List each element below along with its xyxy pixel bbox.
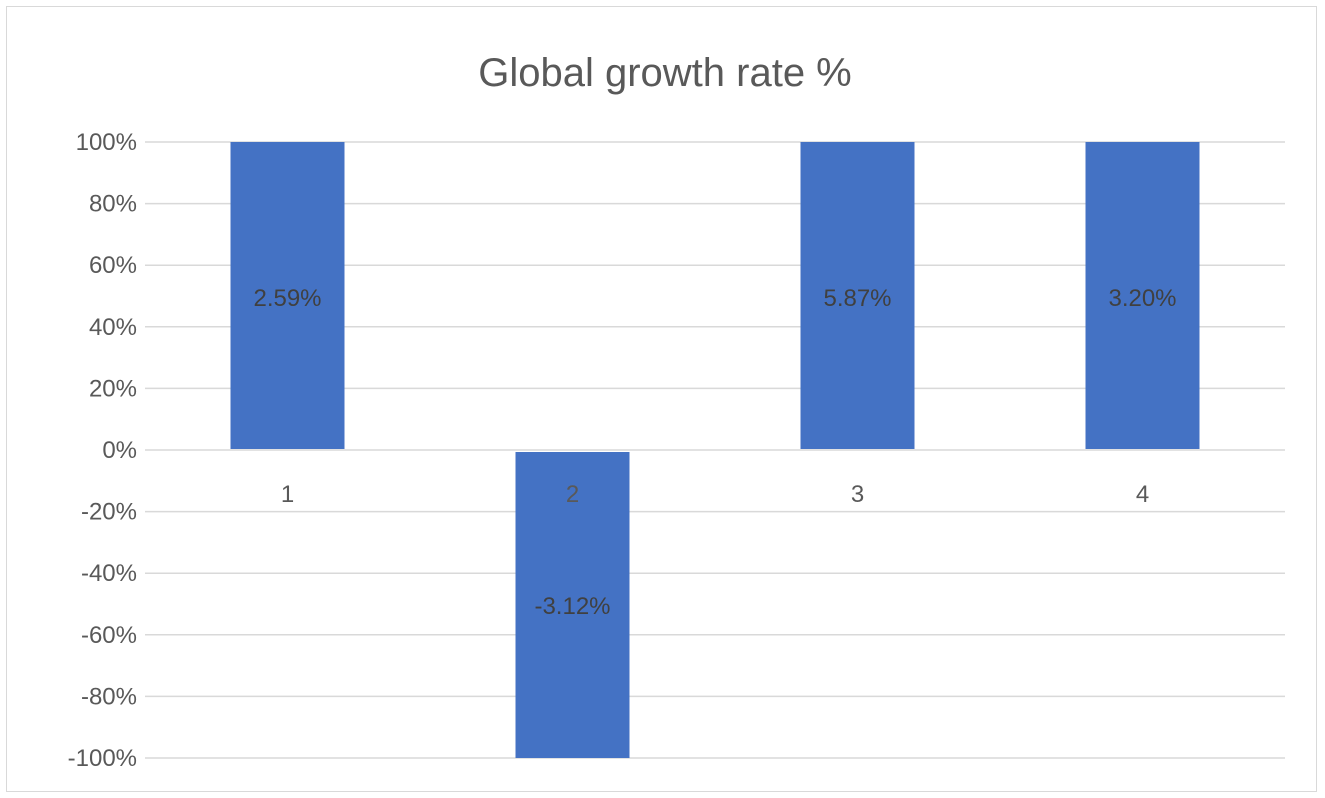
chart-title: Global growth rate % [478, 51, 852, 95]
x-tick-label: 2 [566, 481, 579, 508]
data-label: 3.20% [1108, 285, 1176, 312]
y-tick-label: -40% [81, 560, 137, 587]
y-tick-label: -60% [81, 622, 137, 649]
y-tick-label: -80% [81, 683, 137, 710]
y-axis-tick-labels: 100% 80% 60% 40% 20% 0% -20% -40% -60% -80% -100% [68, 129, 137, 772]
bar [230, 142, 345, 449]
y-tick-label: 20% [89, 375, 137, 402]
bar [515, 452, 630, 758]
y-tick-label: 0% [102, 437, 137, 464]
x-tick-label: 4 [1136, 481, 1149, 508]
bar [1085, 142, 1200, 449]
y-tick-label: 100% [76, 129, 137, 156]
data-label: 5.87% [823, 285, 891, 312]
x-axis-tick-labels: 1 2 3 4 [281, 481, 1149, 508]
data-label: 2.59% [253, 285, 321, 312]
y-tick-label: 60% [89, 252, 137, 279]
y-tick-label: 80% [89, 191, 137, 218]
y-tick-label: 40% [89, 314, 137, 341]
bar [800, 142, 915, 449]
x-tick-label: 1 [281, 481, 294, 508]
x-tick-label: 3 [851, 481, 864, 508]
y-tick-label: -20% [81, 499, 137, 526]
y-tick-label: -100% [68, 745, 137, 772]
data-labels: 2.59% -3.12% 5.87% 3.20% [253, 285, 1176, 620]
data-label: -3.12% [534, 593, 610, 620]
bars [230, 142, 1200, 758]
